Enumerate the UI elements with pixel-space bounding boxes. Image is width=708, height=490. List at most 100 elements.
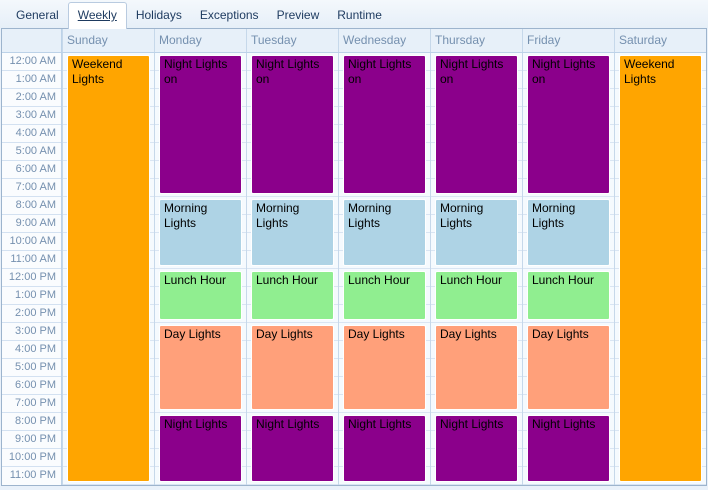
event-thursday-lunch-hour[interactable]: Lunch Hour	[435, 271, 518, 320]
event-saturday-weekend-lights[interactable]: Weekend Lights	[619, 55, 702, 482]
event-thursday-day-lights[interactable]: Day Lights	[435, 325, 518, 410]
time-label-3-00-pm: 3:00 PM	[2, 323, 61, 341]
event-wednesday-day-lights[interactable]: Day Lights	[343, 325, 426, 410]
event-monday-lunch-hour[interactable]: Lunch Hour	[159, 271, 242, 320]
event-label: Night Lights	[532, 417, 596, 431]
day-header-saturday: Saturday	[614, 29, 706, 52]
time-label-11-00-pm: 11:00 PM	[9, 469, 56, 481]
time-label-7-00-pm: 7:00 PM	[2, 395, 61, 413]
time-label-3-00-am: 3:00 AM	[2, 107, 61, 125]
time-label-5-00-am: 5:00 AM	[2, 143, 61, 161]
event-thursday-night-lights[interactable]: Night Lights	[435, 415, 518, 482]
event-label: Lunch Hour	[256, 273, 319, 287]
day-header-friday: Friday	[522, 29, 614, 52]
event-tuesday-morning-lights[interactable]: Morning Lights	[251, 199, 334, 266]
event-label: Day Lights	[256, 327, 313, 341]
day-column-wednesday[interactable]: Night Lights on Morning Lights Lunch Hour D…	[338, 53, 430, 485]
time-label-10-00-am: 10:00 AM	[2, 233, 61, 251]
event-label: Night Lights	[164, 417, 228, 431]
time-label-7-00-am: 7:00 AM	[2, 179, 61, 197]
time-label-11-00-am: 11:00 AM	[2, 251, 61, 269]
event-monday-morning-lights[interactable]: Morning Lights	[159, 199, 242, 266]
event-label: Lunch Hour	[164, 273, 227, 287]
day-header-sunday: Sunday	[62, 29, 154, 52]
event-tuesday-night-lights-on[interactable]: Night Lights on	[251, 55, 334, 194]
time-label-2-00-am: 2:00 AM	[2, 89, 61, 107]
event-friday-night-lights[interactable]: Night Lights	[527, 415, 610, 482]
event-thursday-morning-lights[interactable]: Morning Lights	[435, 199, 518, 266]
event-label: Lunch Hour	[348, 273, 411, 287]
tab-runtime[interactable]: Runtime	[337, 8, 382, 22]
day-header-thursday: Thursday	[430, 29, 522, 52]
day-header-wednesday: Wednesday	[338, 29, 430, 52]
event-label: Night Lights on	[532, 57, 596, 86]
event-label: Morning Lights	[440, 201, 484, 230]
event-tuesday-lunch-hour[interactable]: Lunch Hour	[251, 271, 334, 320]
tab-holidays[interactable]: Holidays	[135, 8, 182, 22]
event-label: Lunch Hour	[532, 273, 595, 287]
event-label: Morning Lights	[532, 201, 576, 230]
time-label-9-00-pm: 9:00 PM	[2, 431, 61, 449]
day-header-monday: Monday	[154, 29, 246, 52]
tab-general[interactable]: General	[16, 8, 59, 22]
weekly-scheduler: Sunday Monday Tuesday Wednesday Thursday Frid…	[1, 28, 707, 486]
event-label: Night Lights on	[348, 57, 412, 86]
event-label: Night Lights on	[440, 57, 504, 86]
day-column-sunday[interactable]: Weekend Lights	[62, 53, 154, 485]
event-friday-night-lights-on[interactable]: Night Lights on	[527, 55, 610, 194]
event-label: Weekend Lights	[624, 57, 675, 86]
event-label: Morning Lights	[348, 201, 392, 230]
time-label-8-00-am: 8:00 AM	[2, 197, 61, 215]
day-column-tuesday[interactable]: Night Lights on Morning Lights Lunch Hour D…	[246, 53, 338, 485]
event-label: Morning Lights	[164, 201, 208, 230]
event-monday-day-lights[interactable]: Day Lights	[159, 325, 242, 410]
tab-preview[interactable]: Preview	[276, 8, 320, 22]
time-label-4-00-am: 4:00 AM	[2, 125, 61, 143]
day-column-friday[interactable]: Night Lights on Morning Lights Lunch Hour D…	[522, 53, 614, 485]
time-label-1-00-am: 1:00 AM	[2, 71, 61, 89]
event-wednesday-lunch-hour[interactable]: Lunch Hour	[343, 271, 426, 320]
event-label: Night Lights	[348, 417, 412, 431]
time-label-9-00-am: 9:00 AM	[2, 215, 61, 233]
event-tuesday-night-lights[interactable]: Night Lights	[251, 415, 334, 482]
event-label: Weekend Lights	[72, 57, 123, 86]
day-column-saturday[interactable]: Weekend Lights	[614, 53, 706, 485]
event-label: Lunch Hour	[440, 273, 503, 287]
time-label-12-00-pm: 12:00 PM	[2, 269, 61, 287]
event-friday-lunch-hour[interactable]: Lunch Hour	[527, 271, 610, 320]
day-header-row: Sunday Monday Tuesday Wednesday Thursday Frid…	[2, 29, 706, 53]
time-label-12-00-am: 12:00 AM	[2, 53, 61, 71]
time-label-6-00-pm: 6:00 PM	[2, 377, 61, 395]
event-label: Morning Lights	[256, 201, 300, 230]
time-label-5-00-pm: 5:00 PM	[2, 359, 61, 377]
event-monday-night-lights[interactable]: Night Lights	[159, 415, 242, 482]
event-tuesday-day-lights[interactable]: Day Lights	[251, 325, 334, 410]
day-column-thursday[interactable]: Night Lights on Morning Lights Lunch Hour D…	[430, 53, 522, 485]
event-friday-day-lights[interactable]: Day Lights	[527, 325, 610, 410]
scheduler-grid: 12:00 AM 1:00 AM 2:00 AM 3:00 AM 4:00 AM 5:00…	[2, 53, 706, 485]
event-label: Day Lights	[348, 327, 405, 341]
event-wednesday-morning-lights[interactable]: Morning Lights	[343, 199, 426, 266]
day-column-monday[interactable]: Night Lights on Morning Lights Lunch Hour D…	[154, 53, 246, 485]
event-label: Day Lights	[532, 327, 589, 341]
tab-exceptions[interactable]: Exceptions	[199, 8, 259, 22]
event-wednesday-night-lights-on[interactable]: Night Lights on	[343, 55, 426, 194]
event-label: Night Lights	[256, 417, 320, 431]
event-label: Night Lights	[440, 417, 504, 431]
time-label-2-00-pm: 2:00 PM	[2, 305, 61, 323]
event-friday-morning-lights[interactable]: Morning Lights	[527, 199, 610, 266]
time-label-6-00-am: 6:00 AM	[2, 161, 61, 179]
event-label: Day Lights	[440, 327, 497, 341]
time-label-10-00-pm: 10:00 PM	[2, 449, 61, 467]
time-label-1-00-pm: 1:00 PM	[2, 287, 61, 305]
event-monday-night-lights-on[interactable]: Night Lights on	[159, 55, 242, 194]
event-wednesday-night-lights[interactable]: Night Lights	[343, 415, 426, 482]
tab-bar: General Weekly Holidays Exceptions Preview Ru…	[0, 0, 708, 29]
day-header-tuesday: Tuesday	[246, 29, 338, 52]
tab-weekly[interactable]: Weekly	[67, 2, 127, 29]
time-gutter: 12:00 AM 1:00 AM 2:00 AM 3:00 AM 4:00 AM 5:00…	[2, 53, 62, 485]
event-thursday-night-lights-on[interactable]: Night Lights on	[435, 55, 518, 194]
time-label-4-00-pm: 4:00 PM	[2, 341, 61, 359]
event-label: Day Lights	[164, 327, 221, 341]
event-sunday-weekend-lights[interactable]: Weekend Lights	[67, 55, 150, 482]
